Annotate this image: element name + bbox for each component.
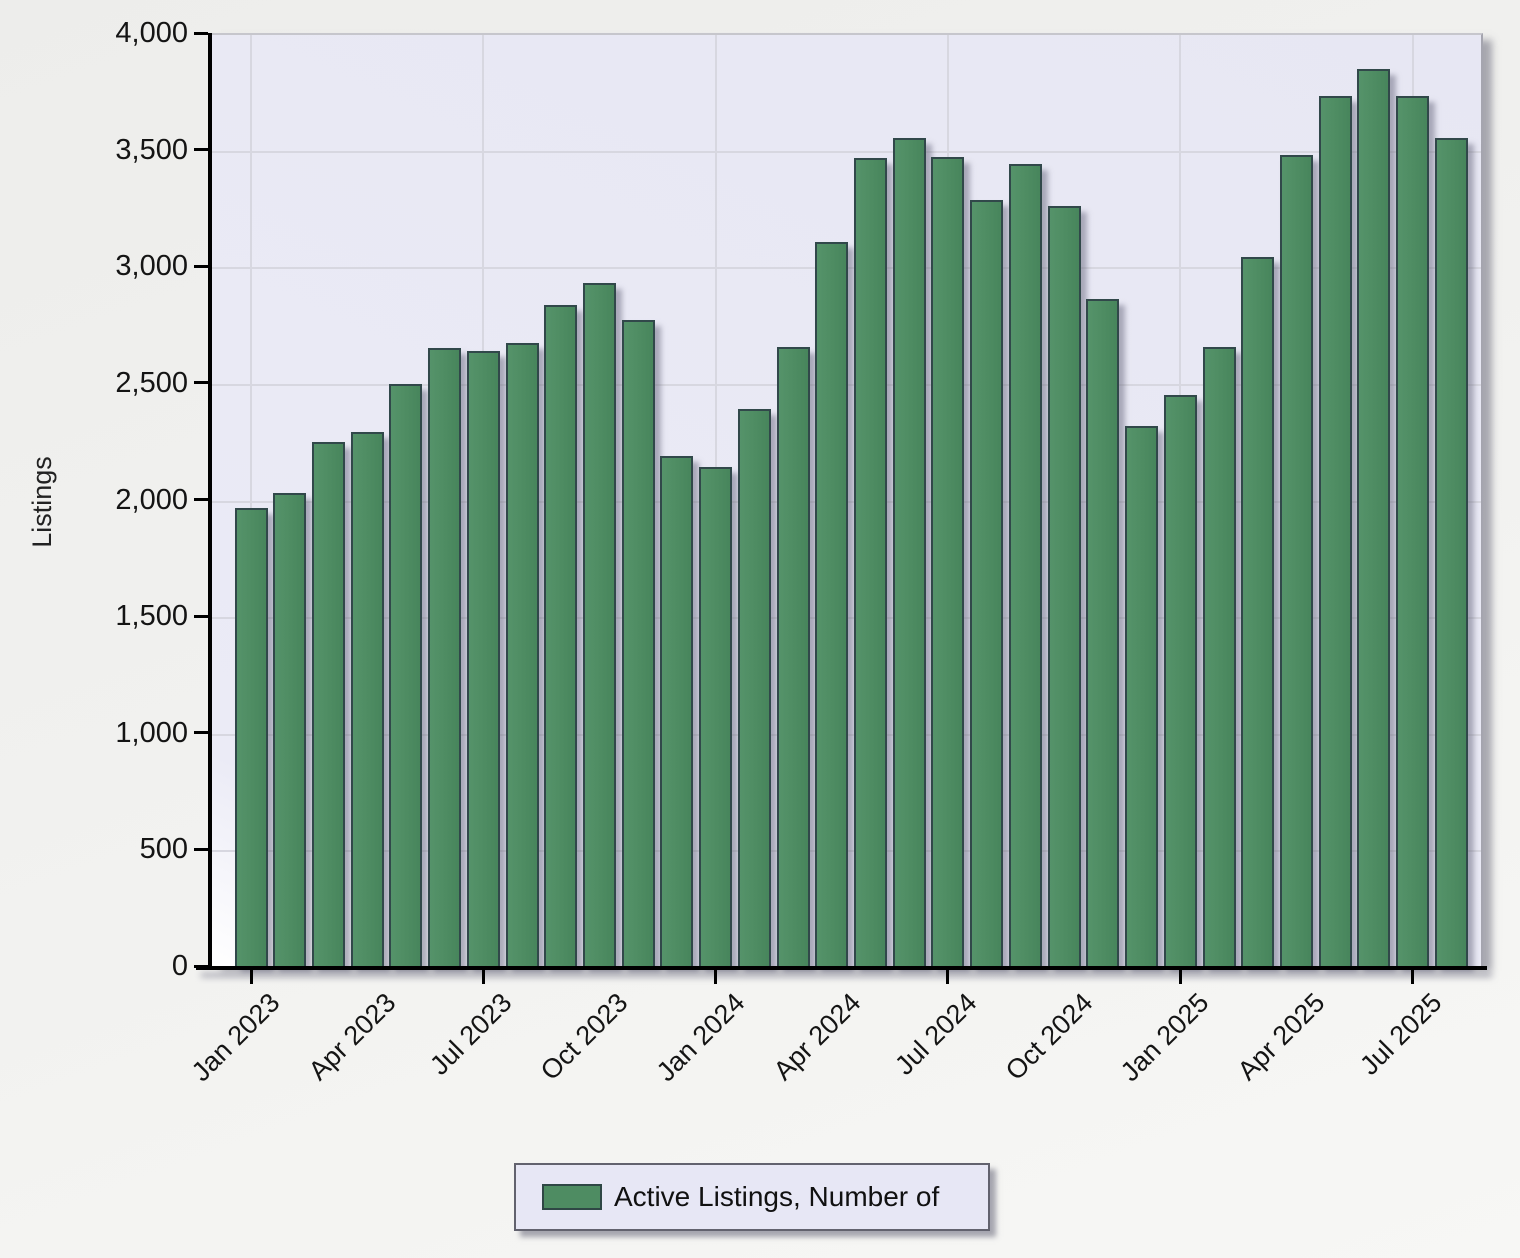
bar (815, 242, 849, 966)
y-axis-tick (194, 614, 208, 618)
bar (1396, 96, 1430, 966)
y-axis-tick-label: 1,000 (115, 716, 188, 749)
y-axis-tick (194, 381, 208, 385)
h-gridline (210, 150, 1481, 153)
bar (660, 456, 694, 966)
v-gridline (250, 35, 252, 966)
y-axis-line (208, 33, 212, 970)
y-axis-tick (194, 264, 208, 268)
bar (1357, 69, 1391, 966)
bar (1047, 206, 1081, 966)
bar (466, 351, 500, 966)
bar (582, 283, 616, 966)
bar (1318, 96, 1352, 966)
x-axis-tick (714, 970, 718, 984)
y-axis-tick-label: 2,000 (115, 483, 188, 516)
bar (892, 138, 926, 966)
bar (273, 493, 307, 966)
x-axis-tick (1411, 970, 1415, 984)
x-axis-tick (249, 970, 253, 984)
x-axis-tick (1178, 970, 1182, 984)
y-axis-tick (194, 964, 208, 968)
x-axis-tick (481, 970, 485, 984)
legend-swatch (542, 1184, 602, 1210)
bar (505, 343, 539, 966)
bar (776, 347, 810, 966)
bar (1125, 426, 1159, 966)
y-axis-tick (194, 148, 208, 152)
bar (970, 200, 1004, 966)
y-axis-tick-label: 3,000 (115, 250, 188, 283)
bar (621, 320, 655, 966)
bar (1086, 299, 1120, 966)
bar (1241, 257, 1275, 966)
bar (854, 158, 888, 966)
y-axis-tick (194, 31, 208, 35)
bar (428, 348, 462, 966)
y-axis-tick (194, 847, 208, 851)
y-axis-tick (194, 731, 208, 735)
bar (350, 432, 384, 966)
bar (931, 157, 965, 966)
bar (234, 508, 268, 966)
bar (1202, 347, 1236, 966)
y-axis-tick-label: 500 (139, 833, 188, 866)
y-axis-tick-label: 0 (171, 950, 188, 982)
bar (1434, 138, 1468, 966)
bar (311, 442, 345, 966)
y-axis-tick-label: 3,500 (115, 133, 188, 166)
x-axis-line (196, 966, 1487, 970)
y-axis-tick-label: 1,500 (115, 600, 188, 633)
bar (737, 409, 771, 966)
y-axis-tick-label: 4,000 (115, 17, 188, 49)
legend-label: Active Listings, Number of (614, 1181, 940, 1212)
bar (389, 384, 423, 966)
bar (1279, 155, 1313, 966)
bar (1163, 395, 1197, 966)
plot-area (210, 33, 1483, 966)
bar (1008, 164, 1042, 966)
legend: Active Listings, Number of (514, 1163, 990, 1231)
x-axis-tick (946, 970, 950, 984)
bar (699, 467, 733, 966)
bar (544, 305, 578, 966)
y-axis-tick (194, 498, 208, 501)
y-axis-tick-label: 2,500 (115, 366, 188, 399)
